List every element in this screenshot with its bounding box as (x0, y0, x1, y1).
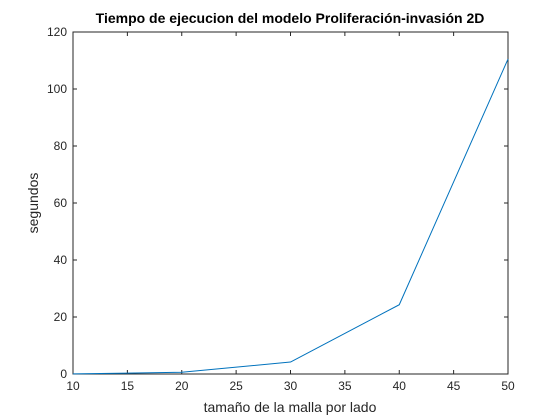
y-axis: 0 20 40 60 80 100 120 (47, 25, 508, 381)
x-tick-label: 10 (66, 379, 80, 393)
y-tick-label: 100 (47, 82, 67, 96)
y-tick-label: 60 (54, 196, 68, 210)
series-line-0 (72, 58, 509, 375)
plot-area (72, 31, 509, 375)
x-tick-label: 50 (501, 379, 515, 393)
y-tick-label: 40 (54, 253, 68, 267)
chart-title: Tiempo de ejecucion del modelo Prolifera… (96, 10, 485, 26)
x-tick-label: 40 (393, 379, 407, 393)
y-tick-label: 0 (60, 367, 67, 381)
y-tick-label: 20 (54, 310, 68, 324)
x-tick-label: 20 (175, 379, 189, 393)
series-layer (72, 58, 509, 375)
x-tick-label: 30 (284, 379, 298, 393)
x-tick-label: 25 (229, 379, 243, 393)
y-axis-label: segundos (25, 173, 41, 234)
x-axis-label: tamaño de la malla por lado (204, 399, 377, 415)
x-tick-label: 45 (447, 379, 461, 393)
x-tick-label: 35 (338, 379, 352, 393)
y-tick-label: 80 (54, 139, 68, 153)
x-axis: 10 15 20 25 30 35 40 45 50 (66, 32, 515, 393)
y-tick-label: 120 (47, 25, 67, 39)
x-tick-label: 15 (121, 379, 135, 393)
